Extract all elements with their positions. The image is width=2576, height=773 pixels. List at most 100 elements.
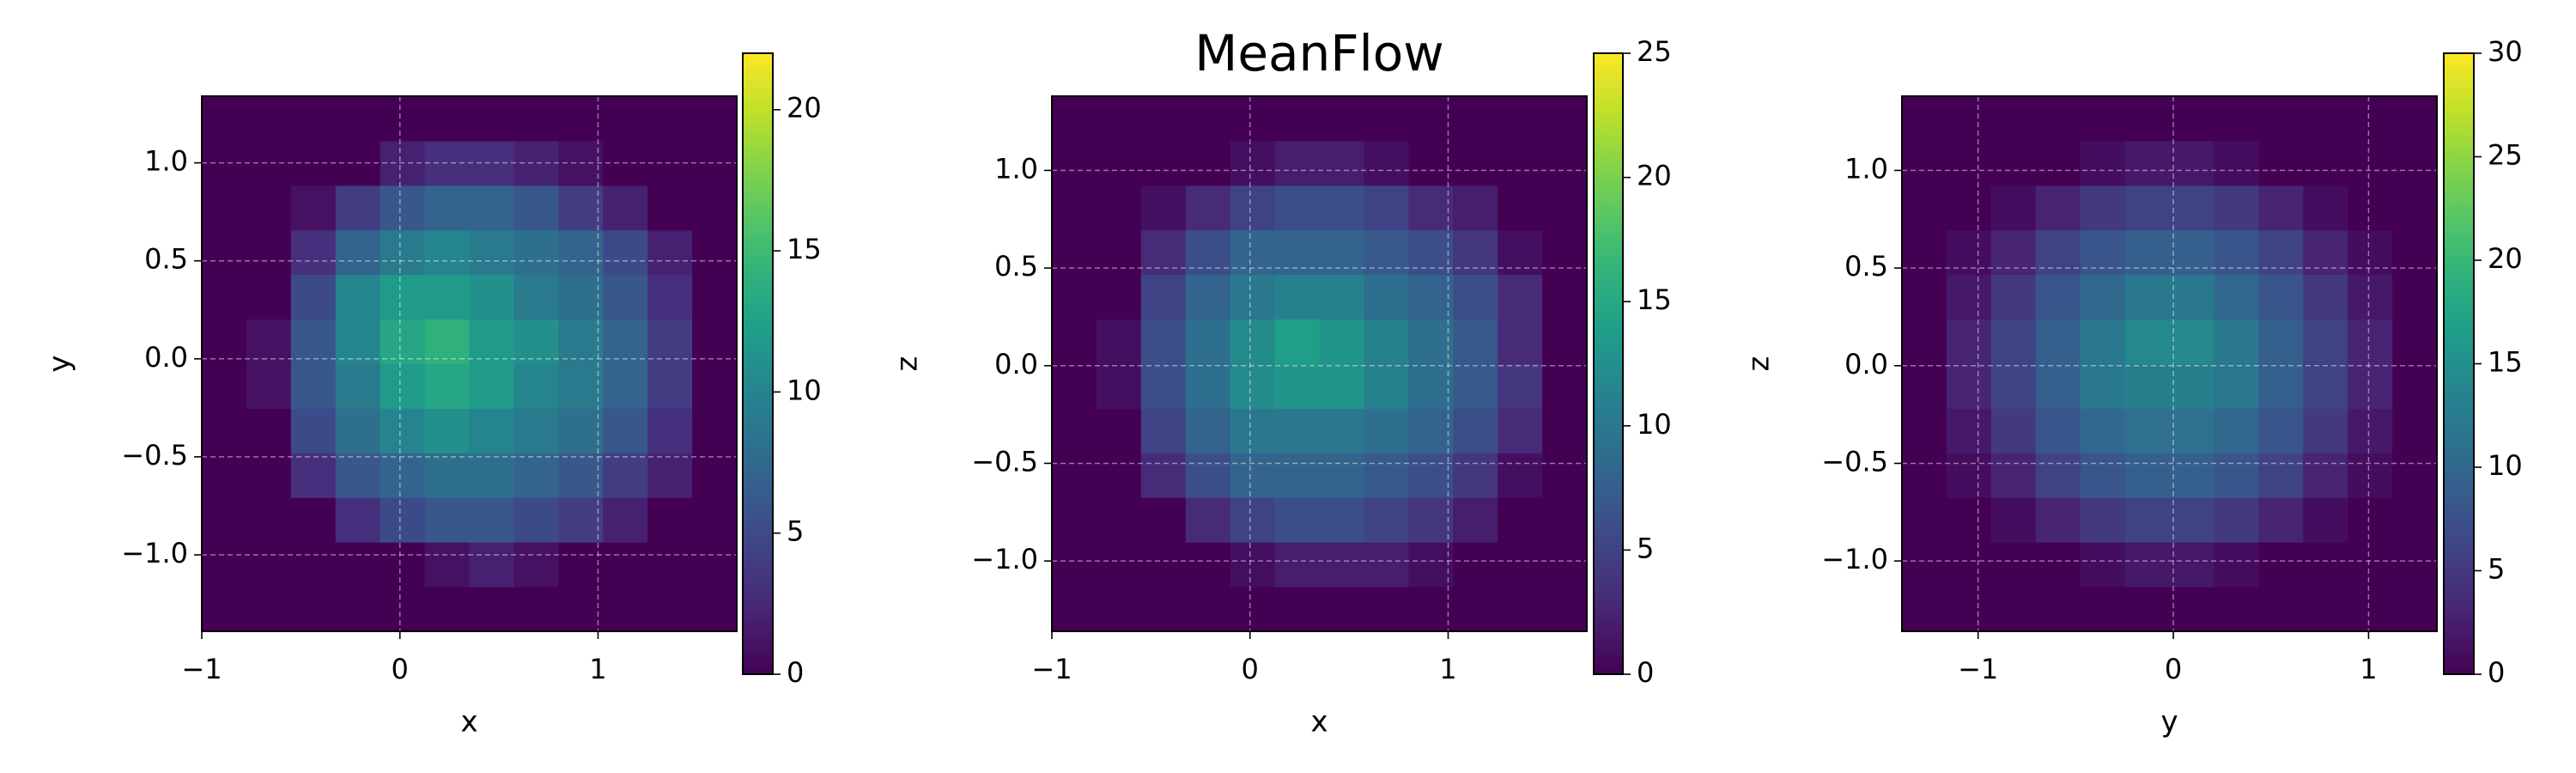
hist-cell: [202, 542, 247, 587]
hist-cell: [1453, 542, 1498, 587]
hist-cell: [2258, 542, 2304, 587]
hist-cell: [290, 408, 337, 453]
hist-cell: [558, 140, 604, 186]
hist-cell: [2392, 363, 2438, 409]
hist-cell: [2258, 497, 2304, 543]
hist-cell: [1498, 363, 1543, 409]
hist-cell: [380, 274, 426, 320]
hist-cell: [1990, 408, 2037, 453]
hist-cell: [2392, 542, 2438, 587]
hist-cell: [1542, 96, 1588, 142]
hist-cell: [1453, 587, 1498, 632]
hist-cell: [1946, 408, 1992, 453]
hist-cell: [469, 229, 514, 276]
hist-cell: [1274, 96, 1320, 142]
hist-cell: [246, 408, 292, 453]
hist-cell: [2214, 408, 2259, 453]
hist-cell: [692, 363, 738, 409]
hist-cell: [1185, 542, 1231, 587]
hist-cell: [1319, 542, 1364, 587]
hist-cell: [1990, 319, 2037, 364]
hist-cell: [2080, 185, 2126, 231]
hist-cell: [558, 363, 604, 409]
hist-cell: [424, 274, 470, 320]
hist-cell: [202, 363, 247, 409]
hist-cell: [2124, 587, 2170, 632]
hist-cell: [290, 542, 337, 587]
colorbar-tick-label: 25: [2488, 139, 2523, 172]
hist-cell: [2124, 185, 2170, 231]
panel: [202, 96, 738, 632]
hist-cell: [1052, 587, 1097, 632]
hist-cell: [2169, 274, 2215, 320]
hist-cell: [2258, 408, 2304, 453]
hist-cell: [202, 319, 247, 364]
hist-cell: [2348, 319, 2393, 364]
hist-cell: [1052, 140, 1097, 186]
hist-cell: [1364, 96, 1409, 142]
hist-cell: [1902, 274, 1947, 320]
x-tick-label: 1: [589, 653, 606, 685]
hist-cell: [2392, 408, 2438, 453]
hist-cell: [2169, 408, 2215, 453]
hist-cell: [2258, 140, 2304, 186]
chart-title: MeanFlow: [1194, 24, 1443, 82]
hist-cell: [2124, 363, 2170, 409]
hist-cell: [202, 408, 247, 453]
hist-cell: [1408, 140, 1454, 186]
hist-cell: [202, 140, 247, 186]
hist-cell: [1230, 274, 1276, 320]
hist-cell: [380, 229, 426, 276]
hist-cell: [603, 408, 648, 453]
hist-cell: [246, 96, 292, 142]
hist-cell: [1408, 319, 1454, 364]
hist-cell: [558, 453, 604, 498]
hist-cell: [2080, 587, 2126, 632]
x-axis-label: x: [460, 705, 477, 740]
hist-cell: [246, 453, 292, 498]
hist-cell: [469, 185, 514, 231]
hist-cell: [2348, 229, 2393, 276]
hist-cell: [1498, 319, 1543, 364]
hist-cell: [692, 229, 738, 276]
hist-cell: [1140, 319, 1187, 364]
hist-cell: [1185, 587, 1231, 632]
colorbar-tick-label: 0: [1637, 656, 1654, 689]
hist-cell: [1096, 542, 1142, 587]
hist-cell: [1319, 274, 1364, 320]
hist-cell: [1230, 140, 1276, 186]
y-tick-label: 0.5: [1844, 250, 1888, 283]
hist-cell: [2303, 140, 2348, 186]
hist-cell: [1542, 229, 1588, 276]
hist-cell: [2124, 453, 2170, 498]
hist-cell: [1902, 587, 1947, 632]
y-tick-label: 1.0: [144, 145, 188, 178]
hist-cell: [424, 229, 470, 276]
hist-cell: [1052, 96, 1097, 142]
y-tick-label: −0.5: [971, 445, 1038, 478]
x-tick-label: 1: [1439, 653, 1456, 685]
hist-cell: [335, 453, 381, 498]
hist-cell: [647, 96, 693, 142]
hist-cell: [1946, 363, 1992, 409]
hist-cell: [1230, 497, 1276, 543]
hist-cell: [380, 497, 426, 543]
hist-cell: [1052, 408, 1097, 453]
hist-cell: [692, 408, 738, 453]
hist-cell: [2169, 497, 2215, 543]
hist-cell: [1364, 274, 1409, 320]
hist-cell: [2303, 587, 2348, 632]
hist-cell: [1230, 408, 1276, 453]
hist-cell: [2392, 587, 2438, 632]
hist-cell: [1946, 319, 1992, 364]
hist-cell: [380, 453, 426, 498]
hist-cell: [1185, 274, 1231, 320]
hist-cell: [1498, 542, 1543, 587]
hist-cell: [513, 229, 559, 276]
hist-cell: [647, 408, 693, 453]
hist-cell: [1542, 587, 1588, 632]
hist-cell: [2303, 497, 2348, 543]
hist-cell: [2214, 140, 2259, 186]
hist-cell: [1096, 185, 1142, 231]
hist-cell: [290, 363, 337, 409]
